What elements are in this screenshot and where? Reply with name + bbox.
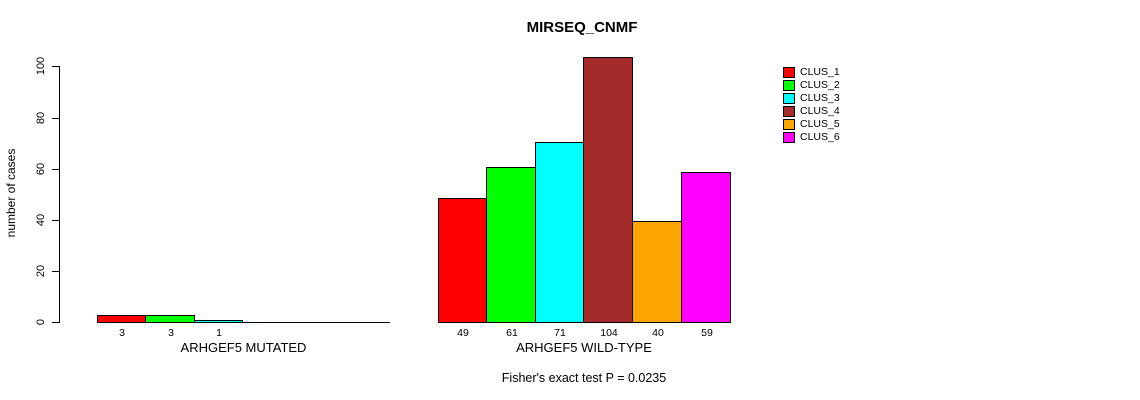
bar-clus_2-group1	[145, 315, 195, 323]
legend-item-clus_1: CLUS_1	[783, 66, 840, 79]
bar-value-label: 3	[119, 327, 125, 339]
group-label-wild-type: ARHGEF5 WILD-TYPE	[516, 340, 652, 355]
legend-item-clus_6: CLUS_6	[783, 131, 840, 144]
x-axis-baseline	[97, 322, 390, 323]
y-axis-tick-label: 80	[35, 111, 47, 125]
y-axis-line	[59, 66, 60, 323]
y-axis-tick-label: 0	[35, 318, 47, 326]
legend-swatch	[783, 93, 795, 104]
y-axis-tick-label: 40	[35, 213, 47, 227]
legend-swatch	[783, 132, 795, 143]
legend-item-clus_3: CLUS_3	[783, 92, 840, 105]
y-axis-tick	[52, 322, 59, 323]
legend-swatch	[783, 67, 795, 78]
y-axis-tick-label: 60	[35, 162, 47, 176]
bar-value-label: 49	[457, 327, 469, 339]
bar-value-label: 3	[168, 327, 174, 339]
legend-swatch	[783, 106, 795, 117]
legend-item-clus_4: CLUS_4	[783, 105, 840, 118]
y-axis-title: number of cases	[4, 148, 18, 238]
legend-label: CLUS_3	[800, 92, 840, 104]
y-axis-tick	[52, 220, 59, 221]
legend-swatch	[783, 119, 795, 130]
legend: CLUS_1 CLUS_2 CLUS_3 CLUS_4 CLUS_5 CLUS_6	[783, 66, 840, 144]
bar-clus_5-group2	[632, 221, 682, 323]
y-axis-tick-label: 100	[35, 56, 47, 76]
bar-value-label: 104	[600, 327, 618, 339]
y-axis-tick	[52, 271, 59, 272]
bar-value-label: 1	[216, 327, 222, 339]
bar-clus_4-group2	[583, 57, 633, 323]
legend-label: CLUS_5	[800, 118, 840, 130]
bar-clus_6-group2	[681, 172, 731, 323]
legend-swatch	[783, 80, 795, 91]
legend-label: CLUS_1	[800, 66, 840, 78]
bar-value-label: 59	[701, 327, 713, 339]
legend-label: CLUS_2	[800, 79, 840, 91]
legend-label: CLUS_4	[800, 105, 840, 117]
y-axis-tick-label: 20	[35, 264, 47, 278]
y-axis-tick	[52, 169, 59, 170]
legend-item-clus_5: CLUS_5	[783, 118, 840, 131]
legend-item-clus_2: CLUS_2	[783, 79, 840, 92]
legend-label: CLUS_6	[800, 131, 840, 143]
fisher-test-footnote: Fisher's exact test P = 0.0235	[501, 371, 667, 385]
chart-title: MIRSEQ_CNMF	[526, 19, 638, 36]
group-label-mutated: ARHGEF5 MUTATED	[180, 340, 307, 355]
y-axis-tick	[52, 66, 59, 67]
y-axis-tick	[52, 118, 59, 119]
bar-clus_2-group2	[486, 167, 536, 323]
bar-clus_1-group1	[97, 315, 146, 323]
bar-value-label: 71	[554, 327, 566, 339]
bar-value-label: 40	[652, 327, 664, 339]
bar-value-label: 61	[506, 327, 518, 339]
bar-clus_3-group1	[194, 320, 243, 323]
bar-clus_1-group2	[438, 198, 487, 323]
bar-clus_3-group2	[535, 142, 584, 323]
